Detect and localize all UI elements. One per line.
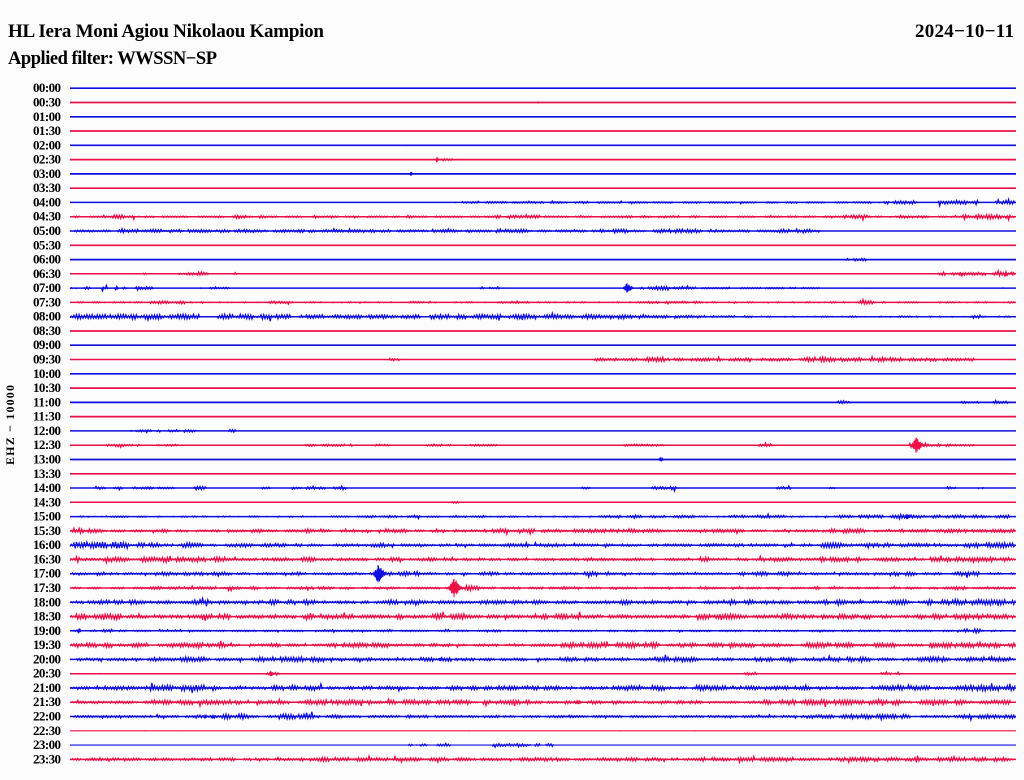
svg-text:09:30: 09:30: [33, 352, 61, 367]
svg-text:08:30: 08:30: [33, 323, 61, 338]
svg-text:23:30: 23:30: [33, 751, 61, 766]
svg-text:05:30: 05:30: [33, 237, 61, 252]
svg-text:11:00: 11:00: [33, 394, 61, 409]
svg-text:02:30: 02:30: [33, 152, 61, 167]
svg-text:09:00: 09:00: [33, 337, 61, 352]
svg-text:12:30: 12:30: [33, 437, 61, 452]
svg-text:22:00: 22:00: [33, 709, 61, 724]
svg-text:10:30: 10:30: [33, 380, 61, 395]
svg-text:21:00: 21:00: [33, 680, 61, 695]
svg-text:22:30: 22:30: [33, 723, 61, 738]
svg-text:14:00: 14:00: [33, 480, 61, 495]
svg-text:15:30: 15:30: [33, 523, 61, 538]
svg-text:Applied filter: WWSSN−SP: Applied filter: WWSSN−SP: [8, 49, 217, 69]
svg-text:02:00: 02:00: [33, 137, 61, 152]
svg-text:12:00: 12:00: [33, 423, 61, 438]
svg-text:08:00: 08:00: [33, 309, 61, 324]
svg-text:13:30: 13:30: [33, 466, 61, 481]
svg-text:00:00: 00:00: [33, 80, 61, 95]
svg-text:03:00: 03:00: [33, 166, 61, 181]
svg-text:17:00: 17:00: [33, 566, 61, 581]
svg-text:14:30: 14:30: [33, 494, 61, 509]
svg-text:HL Iera Moni Agiou Nikolaou Ka: HL Iera Moni Agiou Nikolaou Kampion: [8, 21, 324, 42]
svg-text:18:30: 18:30: [33, 609, 61, 624]
svg-text:13:00: 13:00: [33, 452, 61, 467]
svg-text:15:00: 15:00: [33, 509, 61, 524]
svg-text:11:30: 11:30: [33, 409, 61, 424]
svg-text:19:30: 19:30: [33, 637, 61, 652]
svg-text:05:00: 05:00: [33, 223, 61, 238]
svg-text:07:30: 07:30: [33, 294, 61, 309]
svg-text:23:00: 23:00: [33, 737, 61, 752]
svg-text:04:30: 04:30: [33, 209, 61, 224]
svg-text:20:30: 20:30: [33, 666, 61, 681]
svg-text:06:30: 06:30: [33, 266, 61, 281]
svg-text:20:00: 20:00: [33, 651, 61, 666]
svg-text:2024−10−11: 2024−10−11: [915, 21, 1014, 42]
svg-text:06:00: 06:00: [33, 252, 61, 267]
svg-text:00:30: 00:30: [33, 95, 61, 110]
svg-text:21:30: 21:30: [33, 694, 61, 709]
svg-text:01:30: 01:30: [33, 123, 61, 138]
svg-text:17:30: 17:30: [33, 580, 61, 595]
svg-text:18:00: 18:00: [33, 594, 61, 609]
svg-text:07:00: 07:00: [33, 280, 61, 295]
svg-text:16:30: 16:30: [33, 551, 61, 566]
svg-text:16:00: 16:00: [33, 537, 61, 552]
svg-text:10:00: 10:00: [33, 366, 61, 381]
svg-text:19:00: 19:00: [33, 623, 61, 638]
svg-text:04:00: 04:00: [33, 194, 61, 209]
svg-text:03:30: 03:30: [33, 180, 61, 195]
svg-text:01:00: 01:00: [33, 109, 61, 124]
